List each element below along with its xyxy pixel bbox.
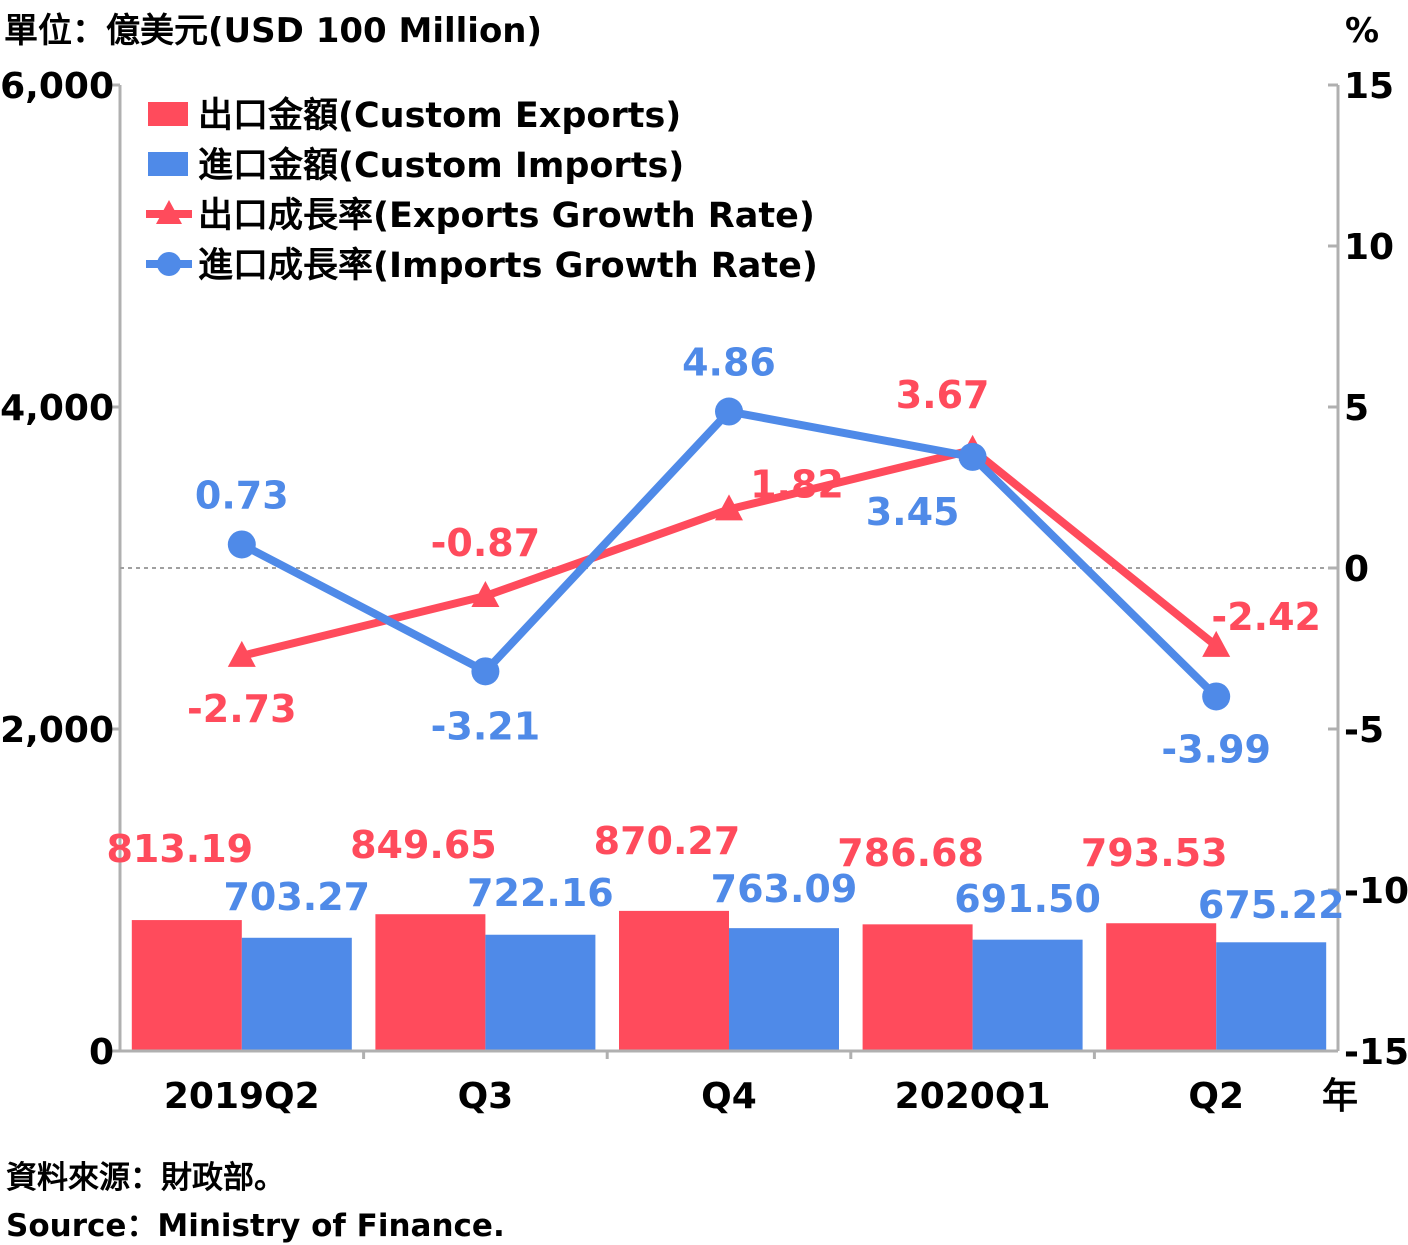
- exports-growth-label: -0.87: [431, 521, 541, 565]
- bar-exports-label: 870.27: [594, 819, 741, 863]
- bar-imports: [972, 939, 1083, 1051]
- bar-imports: [241, 937, 352, 1051]
- bar-imports: [729, 928, 839, 1051]
- imports-growth-marker: [715, 397, 743, 426]
- imports-growth-label: -3.99: [1161, 727, 1271, 771]
- right-axis-tick-label: 15: [1344, 66, 1394, 107]
- imports-growth-marker: [471, 657, 500, 686]
- exports-growth-marker: [471, 581, 500, 608]
- x-axis-category-label: Q4: [701, 1076, 757, 1117]
- right-axis-tick-label: 5: [1344, 388, 1369, 429]
- imports-growth-label: 0.73: [195, 473, 289, 517]
- bar-exports-label: 813.19: [106, 827, 253, 871]
- right-axis-tick-label: -5: [1344, 710, 1384, 751]
- exports-growth-label: -2.73: [187, 687, 297, 731]
- bar-imports-label: 675.22: [1198, 883, 1345, 927]
- exports-growth-label: 1.82: [750, 462, 844, 506]
- imports-growth-line: [239, 407, 1220, 700]
- legend-label: 出口金額(Custom Exports): [198, 95, 681, 136]
- x-axis-category-label: 2019Q2: [164, 1076, 320, 1117]
- exports-growth-label: -2.42: [1211, 595, 1321, 639]
- exports-growth-marker: [715, 494, 743, 521]
- left-axis-tick-label: 4,000: [0, 388, 114, 429]
- exports-growth-label: 3.67: [896, 373, 990, 417]
- imports-growth-marker: [227, 530, 256, 559]
- right-axis-tick-label: 0: [1344, 549, 1369, 590]
- legend-label: 進口成長率(Imports Growth Rate): [198, 246, 818, 286]
- imports-growth-label: 4.86: [682, 341, 776, 385]
- x-axis-category-label: Q3: [458, 1076, 514, 1117]
- exports-growth-marker: [1202, 630, 1231, 657]
- bar-exports-label: 793.53: [1081, 831, 1228, 875]
- source-en: Source：Ministry of Finance.: [6, 1208, 505, 1244]
- legend-label: 進口金額(Custom Imports): [198, 145, 684, 186]
- bar-imports: [485, 934, 596, 1051]
- x-axis-category-label: 2020Q1: [895, 1076, 1051, 1117]
- bar-imports-label: 691.50: [954, 877, 1101, 921]
- bar-imports-label: 703.27: [223, 875, 370, 919]
- legend-marker-exports-growth: [156, 200, 182, 224]
- legend-swatch-exports: [148, 102, 188, 126]
- bar-imports-label: 722.16: [467, 871, 614, 915]
- bar-exports: [375, 914, 486, 1051]
- right-axis-tick-label: 10: [1344, 227, 1394, 268]
- bar-imports-label: 763.09: [711, 867, 858, 911]
- legend-marker-imports-growth: [157, 252, 181, 276]
- right-axis-tick-label: -15: [1344, 1032, 1408, 1073]
- bar-exports: [619, 910, 729, 1051]
- left-axis-tick-label: 0: [89, 1032, 114, 1073]
- exports-growth-marker: [227, 640, 256, 667]
- bar-exports: [1106, 923, 1217, 1051]
- legend-swatch-imports: [148, 152, 188, 176]
- right-axis-unit-label: %: [1345, 11, 1379, 51]
- imports-growth-marker: [1202, 682, 1231, 711]
- bar-exports-label: 849.65: [350, 823, 497, 867]
- right-axis-tick-label: -10: [1344, 871, 1408, 912]
- imports-growth-label: 3.45: [866, 490, 960, 534]
- bar-exports-label: 786.68: [837, 831, 984, 875]
- x-axis-category-label: Q2: [1188, 1076, 1244, 1117]
- imports-growth-label: -3.21: [431, 704, 541, 748]
- left-axis-tick-label: 6,000: [0, 66, 114, 107]
- left-axis-tick-label: 2,000: [0, 710, 114, 751]
- bar-exports: [131, 920, 242, 1051]
- imports-growth-marker: [958, 442, 987, 471]
- legend-label: 出口成長率(Exports Growth Rate): [198, 196, 815, 236]
- bar-imports: [1216, 942, 1327, 1051]
- source-zh: 資料來源：財政部。: [6, 1160, 285, 1196]
- bar-exports: [862, 924, 973, 1051]
- x-axis-year-label: 年: [1322, 1076, 1358, 1117]
- left-axis-unit-label: 單位：億美元(USD 100 Million): [4, 11, 542, 51]
